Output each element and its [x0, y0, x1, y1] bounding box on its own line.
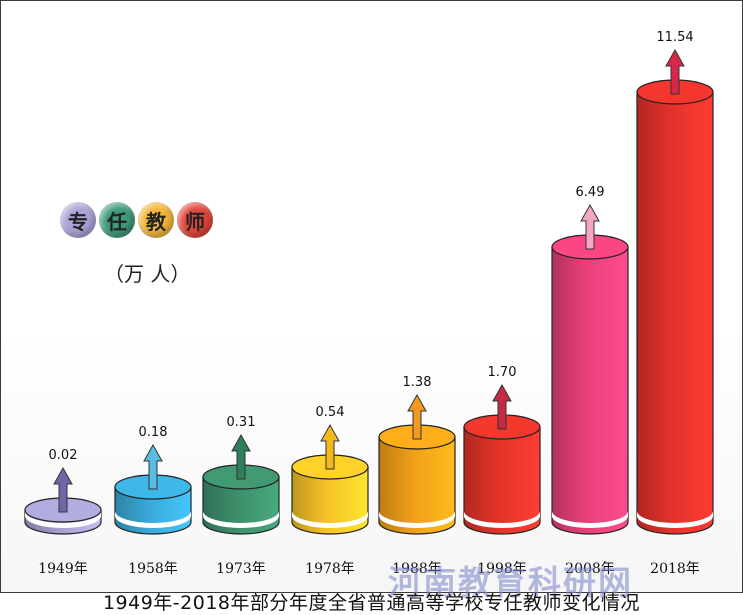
bar-1998年 [463, 414, 541, 535]
title-char-2: 任 [99, 202, 135, 238]
title-char-1: 专 [60, 202, 96, 238]
bar-stripe [203, 511, 279, 528]
value-arrow [143, 443, 163, 490]
data-label: 0.31 [227, 415, 256, 430]
category-label: 2008年 [565, 561, 615, 577]
value-arrow [580, 203, 600, 250]
bar-body [291, 466, 369, 535]
category-label: 1973年 [216, 561, 266, 577]
data-label: 1.38 [403, 375, 432, 390]
bar-2018年 [636, 79, 714, 535]
chart-title: 专 任 教 师 [60, 202, 213, 238]
data-label: 0.02 [49, 448, 78, 463]
data-label: 6.49 [576, 185, 605, 200]
category-label: 1998年 [477, 561, 527, 577]
title-char-3: 教 [138, 202, 174, 238]
value-arrow [492, 383, 512, 430]
figure-caption: 1949年-2018年部分年度全省普通高等学校专任教师变化情况 [102, 592, 641, 614]
value-arrow [231, 433, 251, 480]
bar-body [378, 436, 456, 535]
value-arrow [53, 466, 73, 513]
data-label: 1.70 [488, 365, 517, 380]
bar-body [463, 426, 541, 535]
watermark: 河南教育科研网 [388, 563, 633, 602]
bar-1988年 [378, 424, 456, 535]
bar-2008年 [551, 234, 629, 535]
bar-stripe [115, 511, 191, 528]
unit-label: （万 人） [104, 262, 191, 286]
bar-body [202, 476, 280, 535]
bar-stripe [292, 511, 368, 528]
value-arrow [320, 423, 340, 470]
category-label: 1978年 [305, 561, 355, 577]
bar-stripe [25, 511, 101, 528]
value-arrow [665, 48, 685, 95]
bar-stripe [464, 511, 540, 528]
data-label: 0.18 [139, 425, 168, 440]
bar-body [636, 91, 714, 535]
bar-stripe [379, 511, 455, 528]
data-label: 11.54 [656, 30, 693, 45]
category-label: 1988年 [392, 561, 442, 577]
bar-stripe [552, 511, 628, 528]
data-label: 0.54 [316, 405, 345, 420]
title-char-4: 师 [177, 202, 213, 238]
category-label: 1958年 [128, 561, 178, 577]
chart-plot: 0.02 1949年 0.18 1958年 0.31 1973年 0.54 1978年 1.38… [24, 30, 714, 577]
category-label: 2018年 [650, 561, 700, 577]
bar-1978年 [291, 454, 369, 535]
bar-stripe [637, 511, 713, 528]
category-label: 1949年 [38, 561, 88, 577]
bar-body [551, 246, 629, 535]
value-arrow [407, 393, 427, 440]
